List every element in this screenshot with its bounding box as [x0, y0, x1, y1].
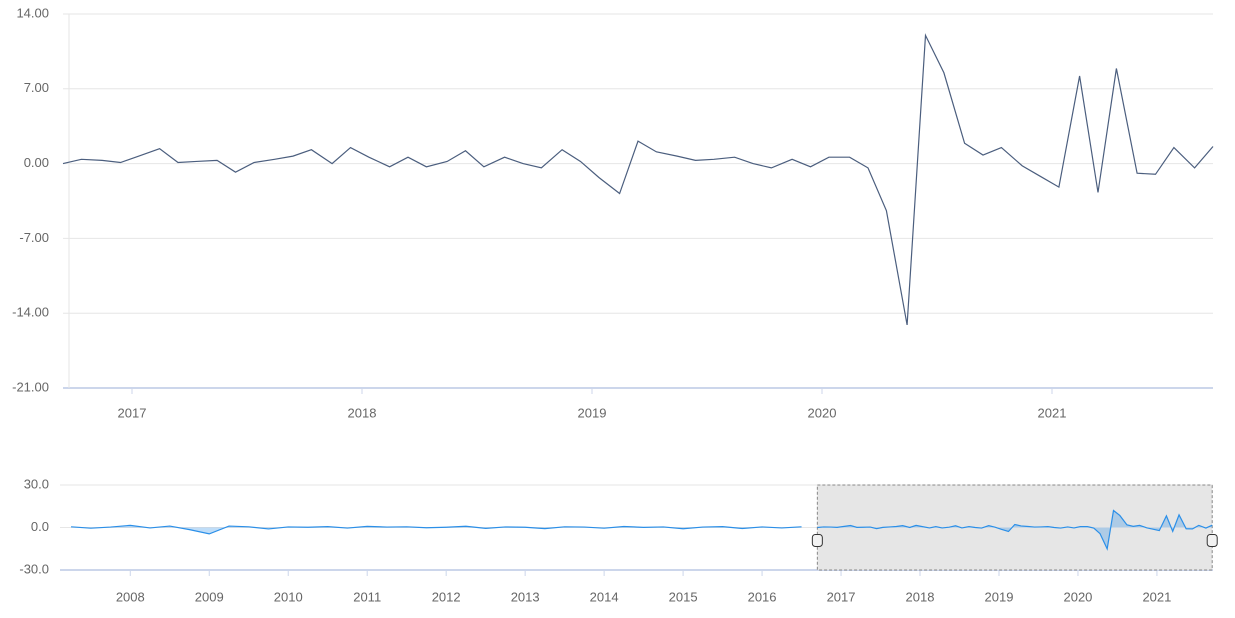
y-tick-label: 7.00: [24, 80, 49, 95]
x-tick-label: 2008: [116, 589, 145, 604]
x-tick-label: 2021: [1038, 405, 1067, 420]
x-tick-label: 2014: [590, 589, 619, 604]
x-tick-label: 2019: [985, 589, 1014, 604]
y-tick-label: 30.0: [24, 476, 49, 491]
navigator-handle[interactable]: [811, 534, 823, 547]
x-tick-label: 2018: [348, 405, 377, 420]
y-tick-label: -14.00: [12, 305, 49, 320]
navigator-area: [71, 525, 802, 534]
x-tick-label: 2020: [808, 405, 837, 420]
x-tick-label: 2016: [748, 589, 777, 604]
x-tick-label: 2013: [511, 589, 540, 604]
x-tick-label: 2011: [353, 589, 381, 604]
x-tick-label: 2010: [274, 589, 303, 604]
navigator-line: [71, 524, 802, 535]
x-tick-label: 2021: [1142, 589, 1171, 604]
navigator-line: [817, 509, 1213, 551]
navigator-area: [817, 510, 1213, 549]
x-tick-label: 2017: [118, 405, 147, 420]
y-tick-label: 0.0: [31, 519, 49, 534]
x-tick-label: 2017: [827, 589, 856, 604]
y-tick-label: 14.00: [16, 5, 49, 20]
y-tick-label: 0.00: [24, 155, 49, 170]
x-tick-label: 2015: [669, 589, 698, 604]
x-tick-label: 2019: [578, 405, 607, 420]
x-tick-label: 2012: [432, 589, 461, 604]
x-tick-label: 2018: [906, 589, 935, 604]
navigator-handle[interactable]: [1206, 534, 1218, 547]
y-tick-label: -30.0: [19, 561, 49, 576]
y-tick-label: -21.00: [12, 379, 49, 394]
x-tick-label: 2020: [1063, 589, 1092, 604]
x-tick-label: 2009: [195, 589, 224, 604]
data-line: [62, 33, 1214, 326]
y-tick-label: -7.00: [19, 230, 49, 245]
